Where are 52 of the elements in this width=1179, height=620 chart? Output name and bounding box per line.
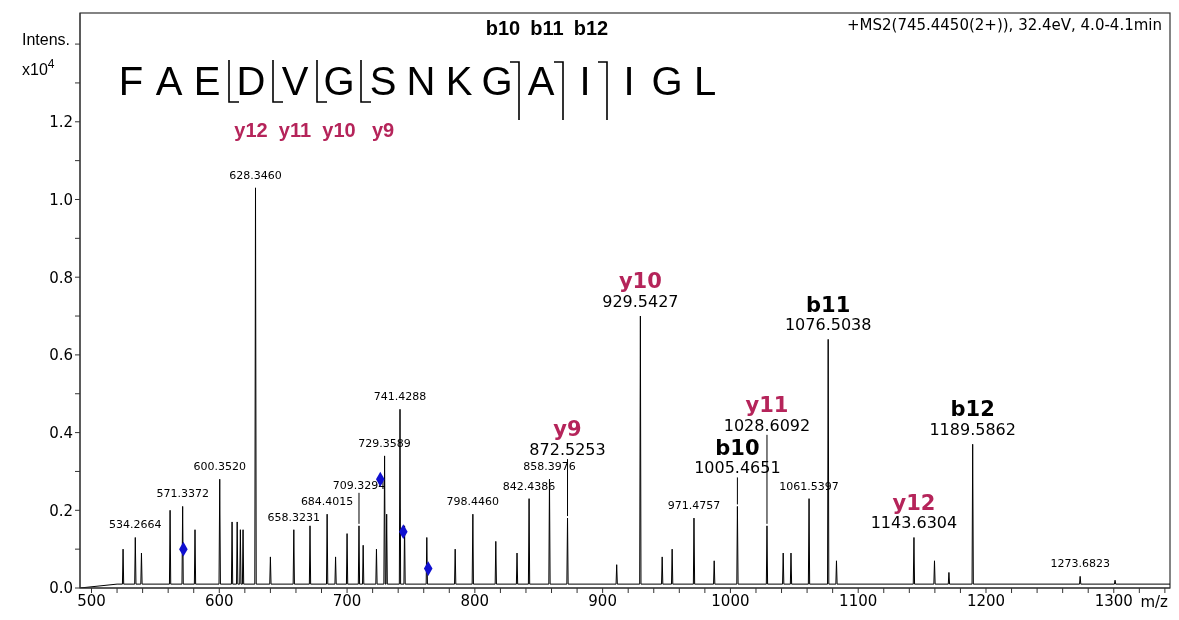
annotation: 1076.5038 xyxy=(784,315,872,335)
annotation: 709.3294 xyxy=(332,478,386,492)
annotation: b11 xyxy=(530,17,564,39)
annotation: y11 xyxy=(745,393,789,418)
annotation: 684.4015 xyxy=(300,495,354,509)
annotation: b12 xyxy=(573,17,609,39)
annotation: 600.3520 xyxy=(193,460,246,474)
x-tick-label: 1000 xyxy=(711,591,750,610)
x-tick-label: 1100 xyxy=(839,591,878,610)
y-axis-title: Intens. x10$^{4}$ xyxy=(22,31,71,78)
annotation: 1273.6823 xyxy=(1050,557,1110,571)
y-tick-label: 0.8 xyxy=(49,268,73,287)
annotation: 1189.5862 xyxy=(929,420,1016,440)
annotation: 872.5253 xyxy=(529,440,606,460)
y-tick-label: 0.6 xyxy=(49,346,73,365)
annotation: 929.5427 xyxy=(602,292,679,312)
x-tick-label: 700 xyxy=(332,591,362,610)
y-tick-label: 0.2 xyxy=(49,501,73,520)
x-tick-label: 1200 xyxy=(966,591,1006,610)
annotation: b10 xyxy=(715,435,760,460)
y-tick-label: 0.0 xyxy=(49,579,73,598)
text: F A E D V G S N K G A I I G L xyxy=(118,59,717,103)
annotation: y10 xyxy=(322,119,356,141)
y-tick-label: 0.4 xyxy=(49,423,73,442)
annotation: y10 xyxy=(618,269,662,294)
annotation: 1005.4651 xyxy=(694,458,781,478)
annotation: 971.4757 xyxy=(667,499,721,513)
annotation: 571.3372 xyxy=(156,487,209,501)
annotation: b12 xyxy=(950,397,995,422)
annotation: y12 xyxy=(892,490,936,515)
annotation: 628.3460 xyxy=(229,168,282,182)
annotation: 798.4460 xyxy=(446,495,500,509)
x-tick-label: 500 xyxy=(77,591,106,610)
x-tick-label: 1300 xyxy=(1094,591,1133,610)
annotation: 741.4288 xyxy=(373,390,427,404)
annotation: y11 xyxy=(278,119,312,141)
annotation: 1143.6304 xyxy=(870,513,958,533)
y-tick-label: 1.2 xyxy=(49,113,73,132)
annotation: 1028.6092 xyxy=(723,415,811,435)
annotation: y9 xyxy=(553,417,582,442)
chart-title: +MS2(745.4450(2+)), 32.4eV, 4.0-4.1min xyxy=(846,16,1162,34)
annotation: 658.3231 xyxy=(267,510,321,524)
y-tick-label: 1.0 xyxy=(49,190,73,209)
annotation: 534.2664 xyxy=(109,518,162,532)
x-tick-label: 600 xyxy=(204,591,234,610)
x-axis-title: m/z xyxy=(1140,593,1169,611)
x-tick-label: 900 xyxy=(588,591,617,610)
annotation: y12 xyxy=(234,119,268,141)
annotation: b10 xyxy=(485,17,521,39)
annotation: y9 xyxy=(371,119,395,141)
annotation: b11 xyxy=(806,292,851,317)
x-tick-label: 800 xyxy=(460,591,490,610)
